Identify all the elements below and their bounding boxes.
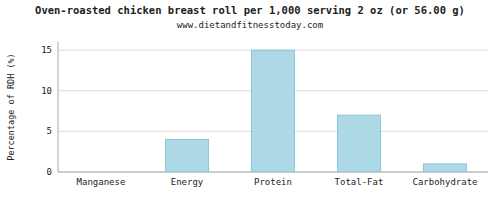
grid bbox=[58, 50, 488, 172]
x-tick-label: Total-Fat bbox=[335, 177, 384, 187]
subtitle: www.dietandfitnesstoday.com bbox=[177, 20, 323, 30]
bar bbox=[80, 172, 123, 173]
y-tick-label: 5 bbox=[47, 126, 52, 136]
axes: 0 5 10 15 Manganese Energy Protein Total-Fat Car… bbox=[41, 42, 488, 187]
bars bbox=[166, 50, 467, 172]
x-tick-label: Manganese bbox=[77, 177, 126, 187]
chart-svg: Oven-roasted chicken breast roll per 1,0… bbox=[0, 0, 500, 200]
y-tick-label: 0 bbox=[47, 167, 52, 177]
y-tick-label: 10 bbox=[41, 86, 52, 96]
y-axis-label: Percentage of RDH (%) bbox=[6, 53, 16, 160]
title: Oven-roasted chicken breast roll per 1,0… bbox=[35, 4, 465, 16]
y-tick-label: 15 bbox=[41, 45, 52, 55]
bar bbox=[166, 140, 209, 173]
x-tick-label: Protein bbox=[254, 177, 292, 187]
x-tick-label: Energy bbox=[171, 177, 204, 187]
bar bbox=[338, 115, 381, 172]
chart-container: Oven-roasted chicken breast roll per 1,0… bbox=[0, 0, 500, 200]
x-tick-label: Carbohydrate bbox=[412, 177, 477, 187]
bar bbox=[252, 50, 295, 172]
y-axis-line bbox=[58, 42, 59, 172]
bar bbox=[424, 164, 467, 172]
page: {"chart_data": {"type": "bar", "title": … bbox=[0, 0, 500, 200]
